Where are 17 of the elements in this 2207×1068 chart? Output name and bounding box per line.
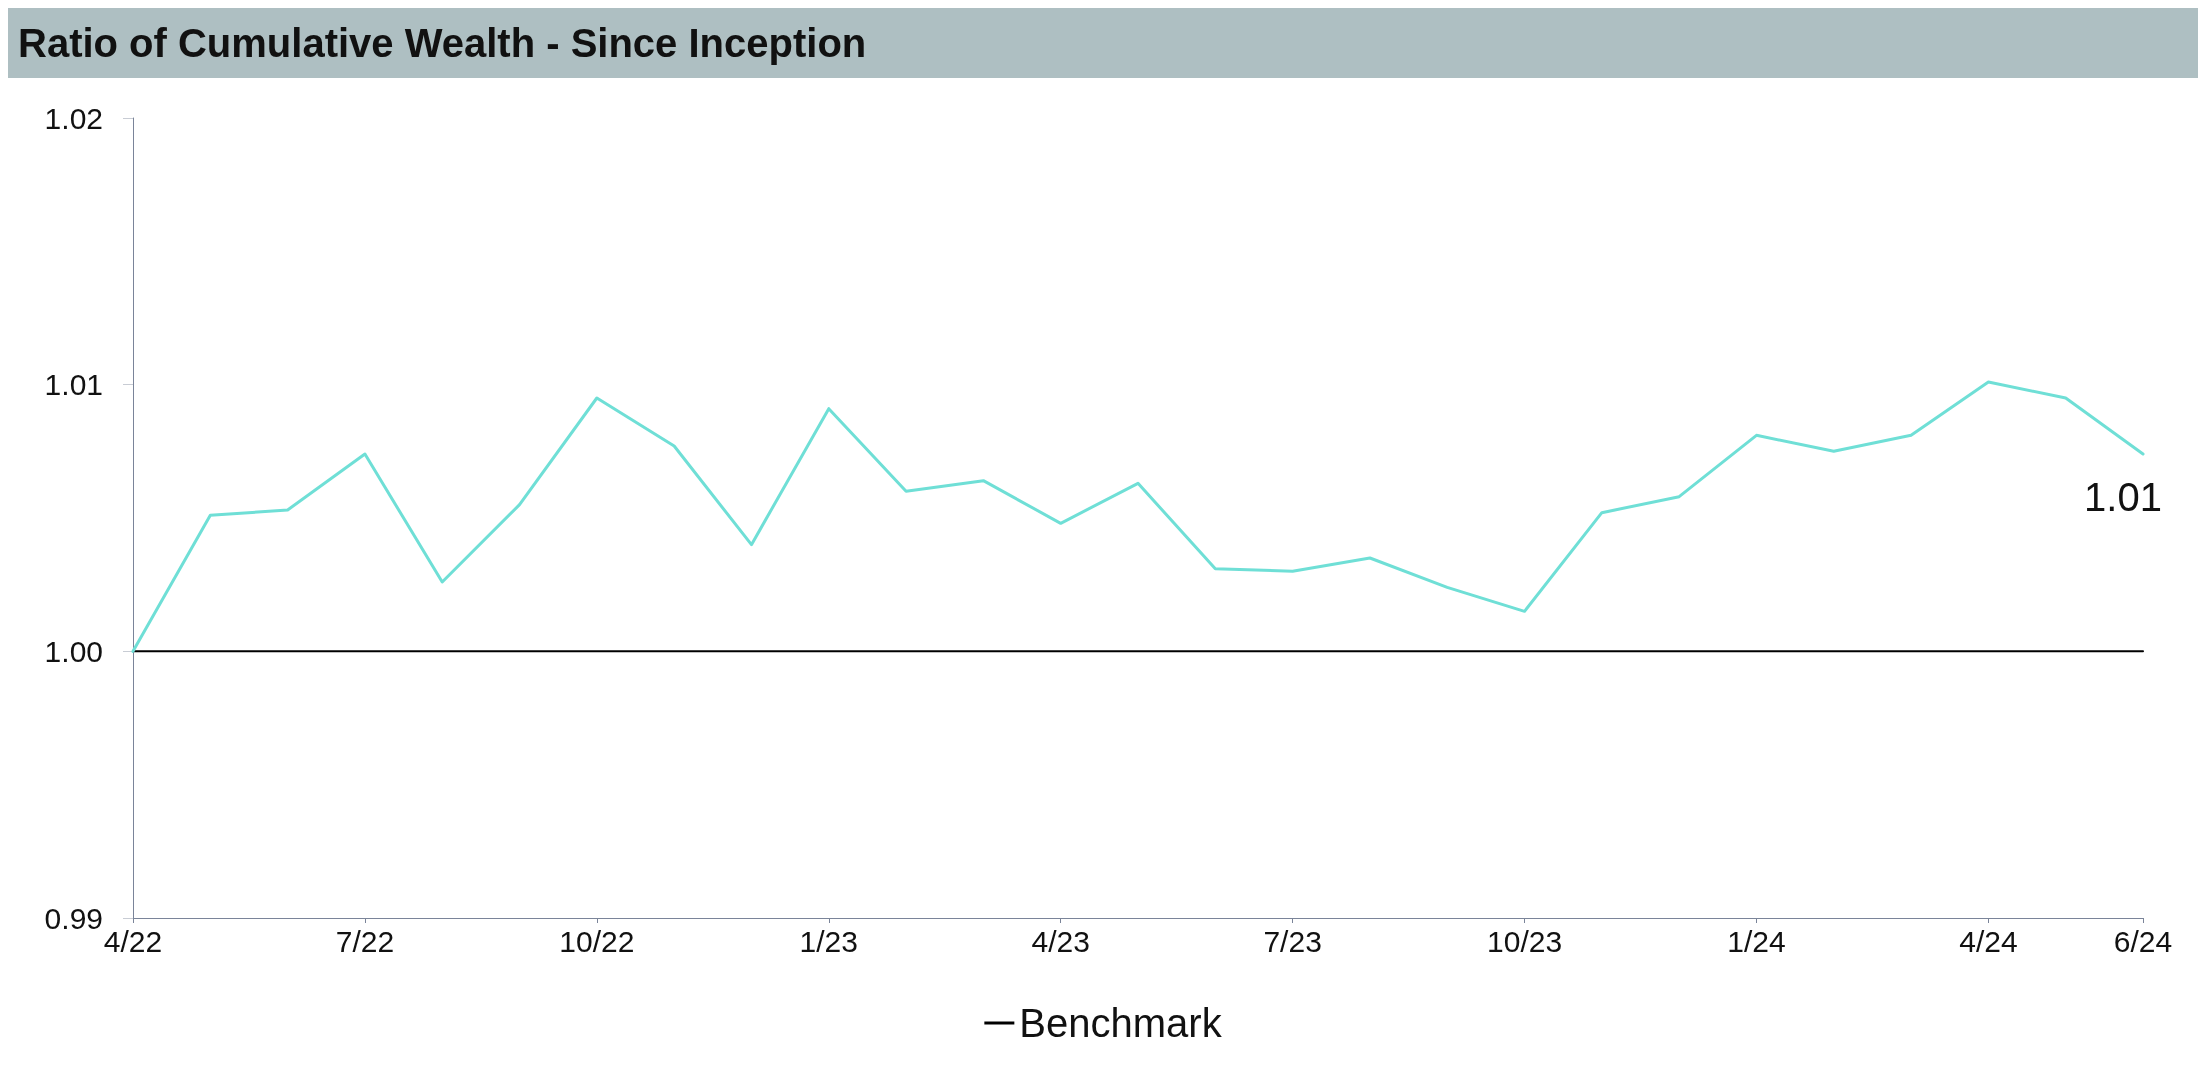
- x-tick-label: 10/23: [1487, 924, 1563, 958]
- x-tick-label: 4/24: [1959, 924, 2018, 958]
- x-tick-label: 7/22: [335, 924, 395, 958]
- x-tick-label: 1/24: [1727, 924, 1786, 958]
- x-tick-label: 1/23: [799, 924, 858, 958]
- legend-label: Benchmark: [1019, 1001, 1223, 1045]
- y-tick-label: 0.99: [44, 901, 103, 935]
- y-tick-label: 1.01: [44, 368, 103, 402]
- y-tick-label: 1.00: [44, 634, 103, 668]
- x-tick-label: 6/24: [2113, 924, 2173, 958]
- x-tick-label: 7/23: [1263, 924, 1322, 958]
- x-tick-label: 4/22: [103, 924, 163, 958]
- data-label: 1.01: [2084, 475, 2162, 519]
- x-tick-label: 10/22: [559, 924, 635, 958]
- y-tick-label: 1.02: [44, 101, 103, 135]
- chart-title: Ratio of Cumulative Wealth - Since Inception: [8, 8, 2198, 78]
- x-tick-label: 4/23: [1031, 924, 1090, 958]
